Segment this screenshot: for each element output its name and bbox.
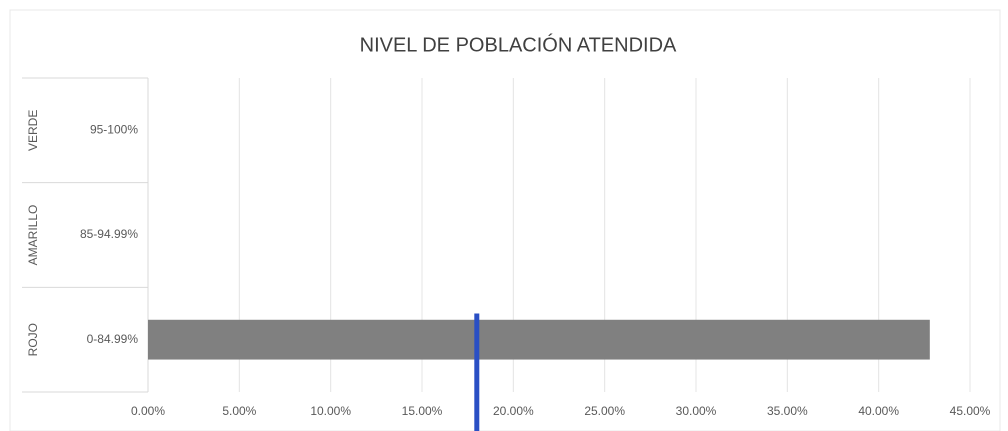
- x-tick-label: 20.00%: [493, 404, 534, 418]
- group-label: VERDE: [26, 110, 40, 151]
- x-tick-label: 15.00%: [402, 404, 443, 418]
- category-label: 95-100%: [90, 123, 138, 137]
- x-tick-label: 5.00%: [222, 404, 256, 418]
- group-label: AMARILLO: [26, 205, 40, 266]
- x-tick-label: 45.00%: [950, 404, 991, 418]
- chart-title: NIVEL DE POBLACIÓN ATENDIDA: [360, 33, 677, 56]
- x-tick-label: 0.00%: [131, 404, 165, 418]
- x-tick-label: 10.00%: [310, 404, 351, 418]
- category-label: 85-94.99%: [80, 227, 138, 241]
- category-label: 0-84.99%: [87, 332, 139, 346]
- x-tick-label: 35.00%: [767, 404, 808, 418]
- x-tick-label: 30.00%: [676, 404, 717, 418]
- chart-frame: [9, 9, 1001, 431]
- x-tick-label: 40.00%: [858, 404, 899, 418]
- x-tick-label: 25.00%: [584, 404, 625, 418]
- group-label: ROJO: [26, 323, 40, 356]
- bar: [148, 319, 930, 360]
